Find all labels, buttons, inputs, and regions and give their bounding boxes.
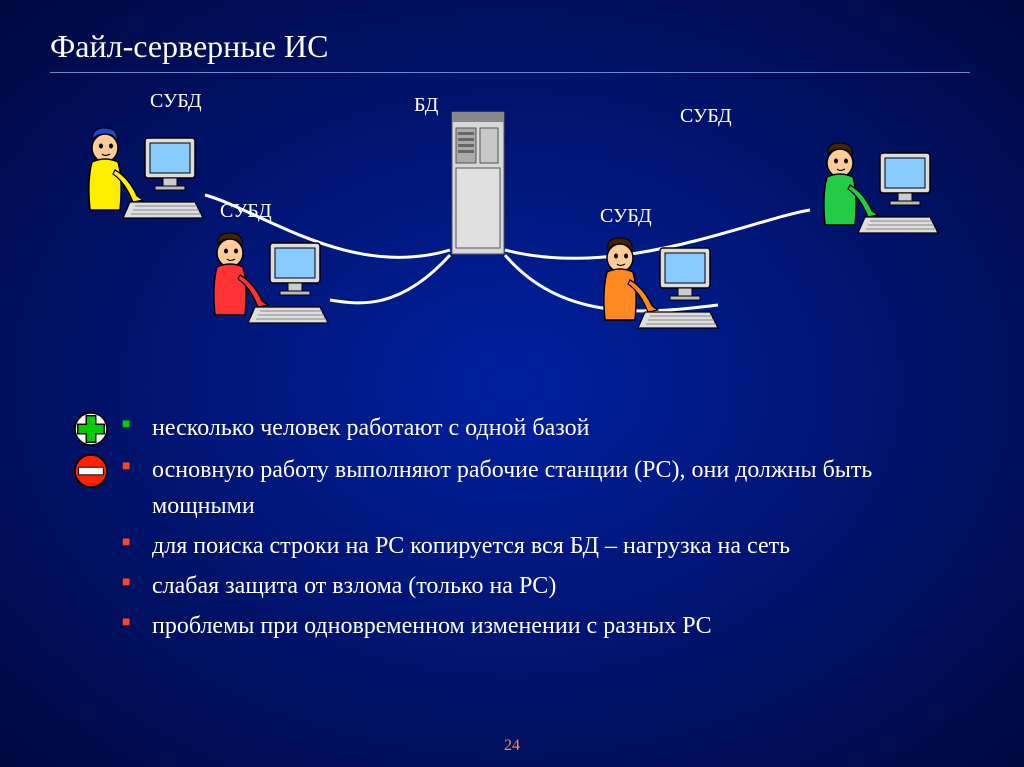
bullet-text: для поиска строки на PC копируется вся Б… xyxy=(152,528,970,564)
workstation-icon xyxy=(810,135,940,245)
bullet-text: проблемы при одновременном изменении с р… xyxy=(152,608,970,644)
workstation-icon xyxy=(75,120,205,230)
workstation-icon xyxy=(200,225,330,335)
bullet-list: ■ несколько человек работают с одной баз… xyxy=(60,410,970,648)
con-item: ■ для поиска строки на PC копируется вся… xyxy=(60,528,970,564)
bullet-marker: ■ xyxy=(122,410,152,440)
server-icon xyxy=(448,108,508,258)
network-diagram: БД СУБД xyxy=(0,80,1024,410)
workstation-icon xyxy=(590,230,720,340)
workstation-label: СУБД xyxy=(150,90,202,113)
title-underline xyxy=(50,72,970,73)
con-item: ■ слабая защита от взлома (только на PC) xyxy=(60,568,970,604)
slide-title: Файл-серверные ИС xyxy=(50,28,328,65)
bullet-marker: ■ xyxy=(122,568,152,598)
bullet-marker: ■ xyxy=(122,528,152,558)
workstation-label: СУБД xyxy=(220,200,272,223)
bullet-text: несколько человек работают с одной базой xyxy=(152,410,970,446)
bullet-marker: ■ xyxy=(122,608,152,638)
bullet-icon-col xyxy=(60,452,122,490)
workstation-label: СУБД xyxy=(600,205,652,228)
con-item: ■ проблемы при одновременном изменении с… xyxy=(60,608,970,644)
page-number: 24 xyxy=(0,737,1024,755)
pro-item: ■ несколько человек работают с одной баз… xyxy=(60,410,970,448)
bullet-icon-col xyxy=(60,410,122,448)
bullet-text: основную работу выполняют рабочие станци… xyxy=(152,452,970,524)
workstation-label: СУБД xyxy=(680,105,732,128)
con-item: ■ основную работу выполняют рабочие стан… xyxy=(60,452,970,524)
bullet-marker: ■ xyxy=(122,452,152,482)
bullet-text: слабая защита от взлома (только на PC) xyxy=(152,568,970,604)
plus-icon xyxy=(72,410,110,448)
minus-icon xyxy=(72,452,110,490)
server-label: БД xyxy=(414,94,438,117)
